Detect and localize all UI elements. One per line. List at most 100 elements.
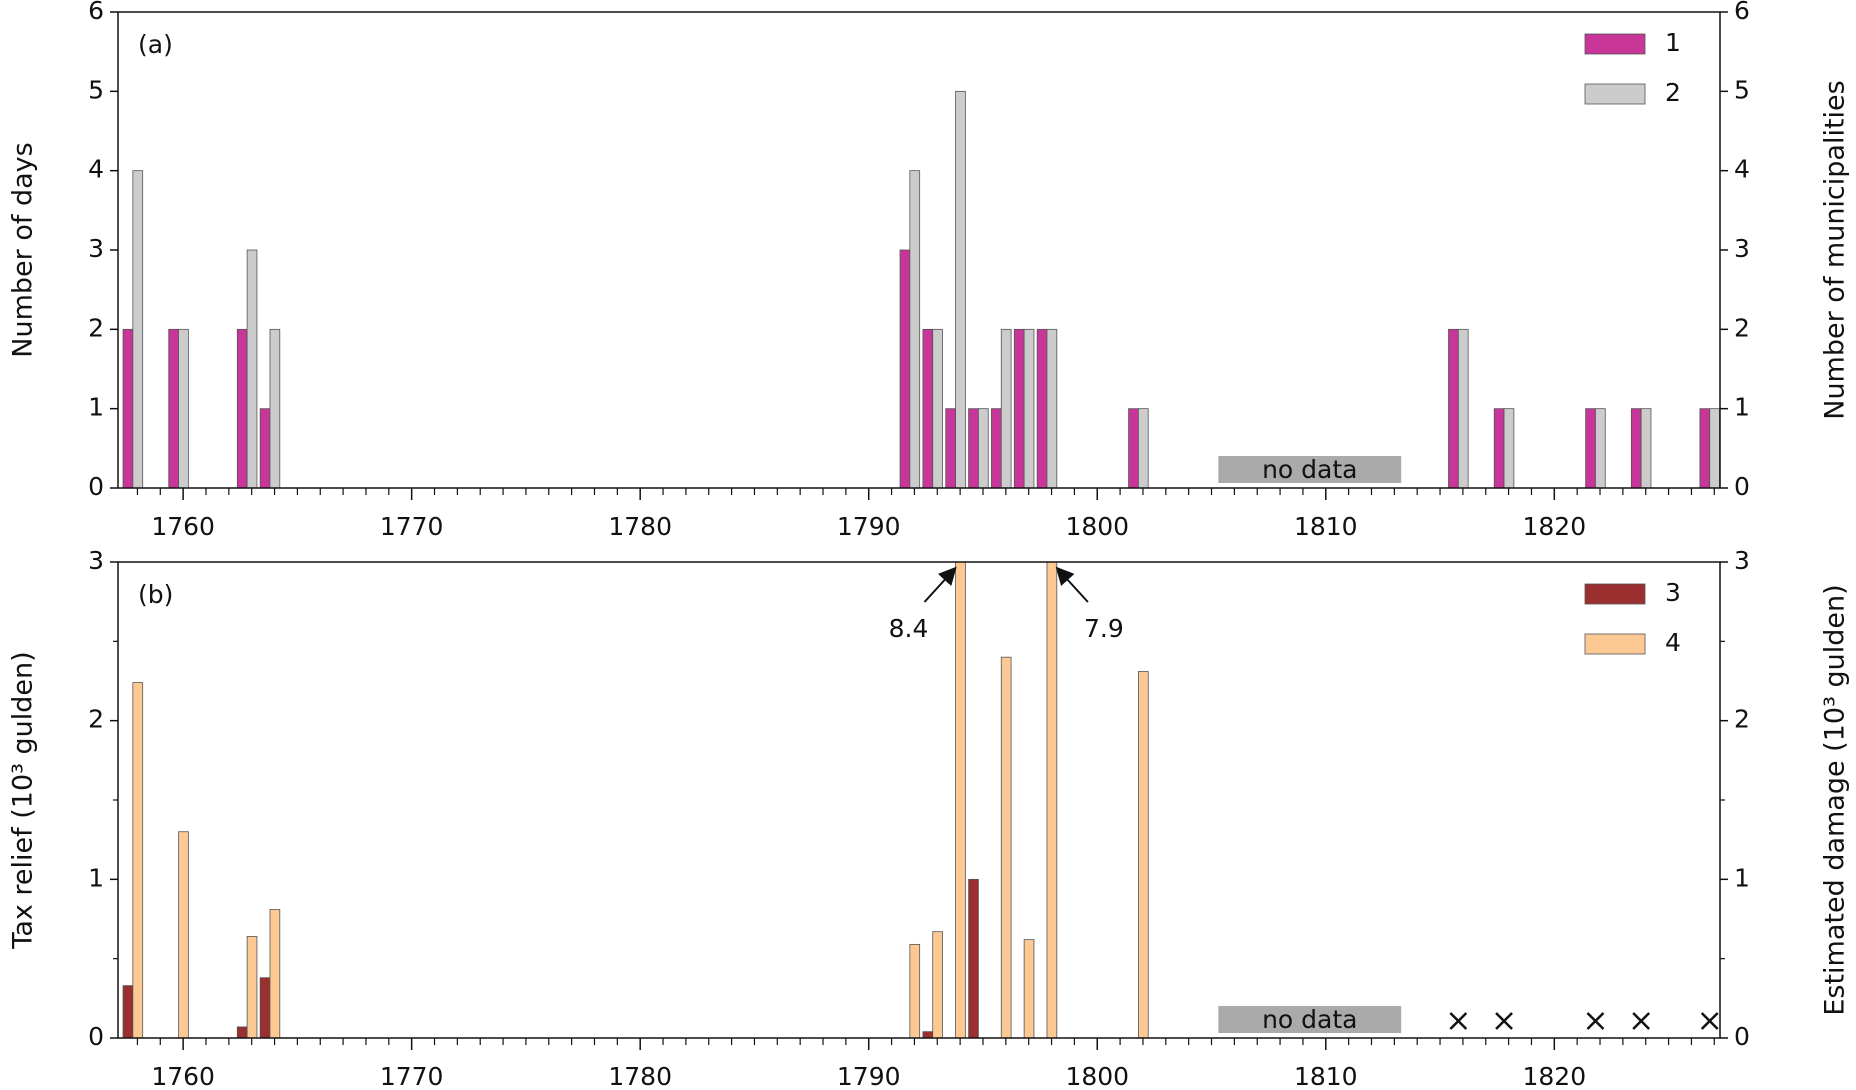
bar: [991, 408, 1002, 488]
bar: [932, 328, 943, 488]
x-tick-label: 1790: [837, 1062, 901, 1090]
bar: [1013, 328, 1025, 488]
bar: [259, 408, 271, 488]
legend-swatch: [1584, 33, 1646, 55]
bar: [259, 977, 271, 1038]
bar: [236, 1026, 248, 1038]
y-tick-label: 2: [1734, 313, 1750, 342]
y-axis-title: Number of days: [8, 142, 39, 357]
bar: [1585, 408, 1596, 488]
bar: [922, 1031, 934, 1038]
y-tick-label: 3: [88, 546, 104, 575]
bar: [1036, 328, 1048, 488]
cross-marker: [1449, 1012, 1468, 1030]
no-data-label: no data: [1262, 455, 1357, 484]
plot-frame: [117, 11, 1721, 489]
bar: [1128, 408, 1139, 488]
x-tick-label: 1800: [1065, 512, 1129, 541]
y-tick-label: 6: [88, 0, 104, 25]
annotation-arrow: [923, 566, 957, 603]
bar: [178, 328, 189, 488]
y-tick-label: 1: [88, 393, 104, 422]
bar: [909, 170, 921, 488]
bar: [236, 328, 248, 488]
x-tick-label: 1820: [1523, 512, 1587, 541]
y-tick-label: 0: [88, 1022, 104, 1051]
bar: [955, 90, 966, 488]
bar: [1046, 562, 1058, 1038]
y2-axis-title: Estimated damage (10³ gulden): [1820, 584, 1851, 1015]
value-label: 7.9: [1084, 614, 1124, 643]
cross-marker: [1700, 1012, 1719, 1030]
y-tick-label: 5: [88, 75, 104, 104]
x-tick-label: 1770: [380, 1062, 444, 1090]
legend-label: 2: [1665, 78, 1681, 107]
bar: [1000, 328, 1012, 488]
annotation-arrow: [1055, 566, 1089, 603]
legend-swatch: [1584, 633, 1646, 655]
bar: [978, 408, 989, 488]
legend-label: 1: [1665, 28, 1681, 57]
bar: [132, 170, 144, 488]
no-data-box: [1218, 1006, 1402, 1033]
y-tick-label: 1: [88, 863, 104, 892]
panel-label: (b): [138, 580, 173, 609]
bar: [269, 909, 281, 1038]
bars: [122, 90, 1720, 488]
bar: [968, 408, 979, 488]
y-tick-label: 3: [1734, 234, 1750, 263]
cross-marker: [1495, 1012, 1513, 1030]
cross-marker: [1632, 1012, 1651, 1030]
plot-frame: [117, 561, 1721, 1039]
no-data-box: [1218, 456, 1402, 483]
legend-label: 3: [1665, 578, 1681, 607]
y-tick-label: 1: [1734, 863, 1750, 892]
y-tick-label: 5: [1734, 75, 1750, 104]
x-tick-label: 1820: [1523, 1062, 1587, 1090]
bar: [1630, 408, 1642, 488]
bar: [122, 328, 134, 488]
bar: [1699, 408, 1711, 488]
bar: [246, 936, 258, 1038]
y-tick-label: 6: [1734, 0, 1750, 25]
bar: [132, 682, 144, 1038]
y-tick-label: 1: [1734, 393, 1750, 422]
cross-marker: [1586, 1012, 1605, 1030]
y-tick-label: 2: [1734, 705, 1750, 734]
bar: [269, 328, 281, 488]
x-tick-label: 1780: [608, 1062, 672, 1090]
y-tick-label: 0: [1734, 472, 1750, 501]
bar: [1448, 328, 1459, 488]
bars: [122, 562, 1149, 1038]
bar: [1023, 939, 1035, 1038]
y-tick-label: 2: [88, 313, 104, 342]
x-tick-label: 1770: [380, 512, 444, 541]
bar: [1503, 408, 1515, 488]
bar: [909, 943, 921, 1038]
bar: [1000, 656, 1012, 1038]
y-tick-label: 4: [1734, 155, 1750, 184]
bar: [1640, 408, 1652, 488]
bar: [968, 878, 979, 1038]
bar: [945, 408, 956, 488]
bar: [932, 931, 943, 1038]
x-tick-label: 1760: [151, 1062, 215, 1090]
legend-swatch: [1584, 583, 1646, 605]
bar: [1046, 328, 1058, 488]
legend-label: 4: [1665, 628, 1681, 657]
value-label: 8.4: [889, 614, 929, 643]
y-axis-title: Tax relief (10³ gulden): [8, 651, 39, 949]
y-tick-label: 3: [1734, 546, 1750, 575]
panel-label: (a): [138, 30, 173, 59]
bar: [1023, 328, 1035, 488]
y-tick-label: 2: [88, 705, 104, 734]
bar: [1137, 671, 1149, 1038]
bar: [1595, 408, 1606, 488]
y-tick-label: 4: [88, 155, 104, 184]
y-tick-label: 0: [1734, 1022, 1750, 1051]
bar: [922, 328, 934, 488]
legend-swatch: [1584, 83, 1646, 105]
y2-axis-title: Number of municipalities: [1820, 80, 1851, 419]
y-tick-label: 0: [88, 472, 104, 501]
bar: [955, 562, 966, 1038]
